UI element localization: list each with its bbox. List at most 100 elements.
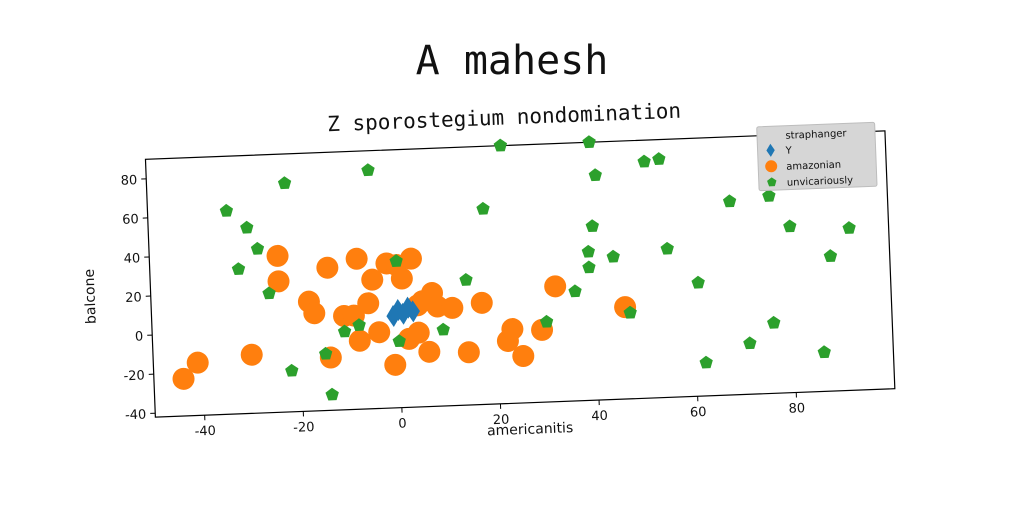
data-point — [172, 367, 195, 390]
y-tick-label: 80 — [120, 173, 137, 189]
data-point — [457, 341, 480, 364]
y-tick-label: 20 — [125, 290, 142, 306]
x-tick-label: 20 — [493, 413, 510, 429]
x-axis-label: americanitis — [487, 420, 574, 439]
data-point — [418, 340, 441, 363]
data-point — [817, 345, 831, 359]
data-point — [386, 305, 401, 328]
data-point — [303, 302, 326, 325]
legend-label: Y — [784, 145, 792, 156]
x-tick-label: -40 — [194, 424, 216, 440]
data-point — [767, 315, 781, 329]
plot-frame — [144, 130, 896, 418]
data-point — [407, 321, 430, 344]
data-point — [231, 262, 246, 275]
x-tick-label: 60 — [690, 405, 707, 421]
data-point — [544, 275, 567, 298]
data-point — [762, 188, 776, 202]
data-point — [396, 302, 411, 325]
chart-title: Z sporostegium nondomination — [327, 99, 682, 137]
data-point — [699, 355, 713, 369]
data-point — [470, 291, 493, 314]
data-point — [588, 168, 602, 182]
data-point — [501, 318, 524, 341]
data-point — [783, 219, 797, 233]
data-point — [219, 203, 234, 217]
data-point — [441, 296, 464, 319]
y-tick-label: 40 — [123, 251, 140, 267]
y-tick-label: 0 — [135, 329, 144, 344]
data-point — [476, 201, 490, 215]
data-point — [582, 260, 596, 274]
data-point — [743, 336, 757, 350]
legend-title: straphanger — [785, 128, 847, 141]
x-tick-label: 0 — [398, 416, 407, 431]
y-tick-label: -20 — [123, 368, 145, 384]
data-point — [186, 351, 209, 374]
data-point — [606, 249, 620, 263]
data-point — [389, 254, 403, 267]
data-point — [361, 163, 375, 177]
data-point — [399, 247, 422, 270]
data-point — [266, 244, 289, 267]
data-point — [361, 268, 384, 291]
data-point — [325, 387, 339, 401]
data-point — [240, 343, 263, 366]
legend-box — [756, 121, 878, 192]
y-tick-label: 60 — [122, 212, 139, 228]
legend-marker — [765, 160, 778, 173]
data-point — [405, 300, 420, 323]
x-tick-label: 40 — [591, 409, 608, 425]
data-point — [660, 241, 674, 255]
data-point — [368, 321, 391, 344]
data-point — [512, 345, 535, 368]
figure-suptitle: A mahesh — [415, 38, 609, 84]
series-unvicariously-points — [219, 135, 856, 401]
legend-label: unvicariously — [787, 175, 854, 189]
data-point — [842, 221, 856, 234]
data-point — [285, 363, 299, 377]
data-point — [568, 284, 582, 298]
data-point — [459, 272, 473, 286]
data-point — [390, 267, 413, 290]
data-point — [436, 322, 450, 336]
data-point — [250, 241, 265, 255]
data-point — [345, 247, 368, 270]
data-point — [652, 152, 666, 165]
data-point — [823, 249, 838, 263]
data-point — [392, 334, 406, 348]
data-point — [493, 138, 508, 152]
data-point — [581, 244, 595, 258]
data-point — [623, 305, 637, 319]
legend-marker — [767, 177, 777, 187]
data-point — [539, 314, 554, 328]
y-tick-label: -40 — [125, 408, 147, 424]
legend-item: Y — [766, 143, 793, 157]
x-tick-label: -20 — [293, 420, 315, 436]
legend-item: amazonian — [765, 160, 841, 173]
data-point — [691, 275, 705, 289]
data-point — [582, 135, 596, 149]
data-point — [352, 318, 366, 331]
legend-marker — [766, 143, 775, 157]
data-point — [722, 194, 737, 208]
data-point — [277, 176, 292, 190]
y-axis-label: balcone — [82, 269, 100, 325]
data-point — [357, 292, 380, 315]
data-point — [585, 219, 599, 233]
data-point — [637, 154, 651, 168]
data-point — [337, 324, 352, 338]
legend-label: amazonian — [786, 160, 841, 173]
data-point — [262, 286, 276, 300]
data-point — [384, 353, 407, 376]
series-Y-points — [386, 296, 420, 328]
data-point — [318, 346, 333, 360]
legend-item: unvicariously — [767, 175, 854, 189]
data-point — [267, 270, 290, 293]
data-point — [316, 256, 339, 279]
x-tick-label: 80 — [788, 401, 805, 417]
data-point — [240, 220, 254, 234]
data-point — [348, 329, 371, 352]
